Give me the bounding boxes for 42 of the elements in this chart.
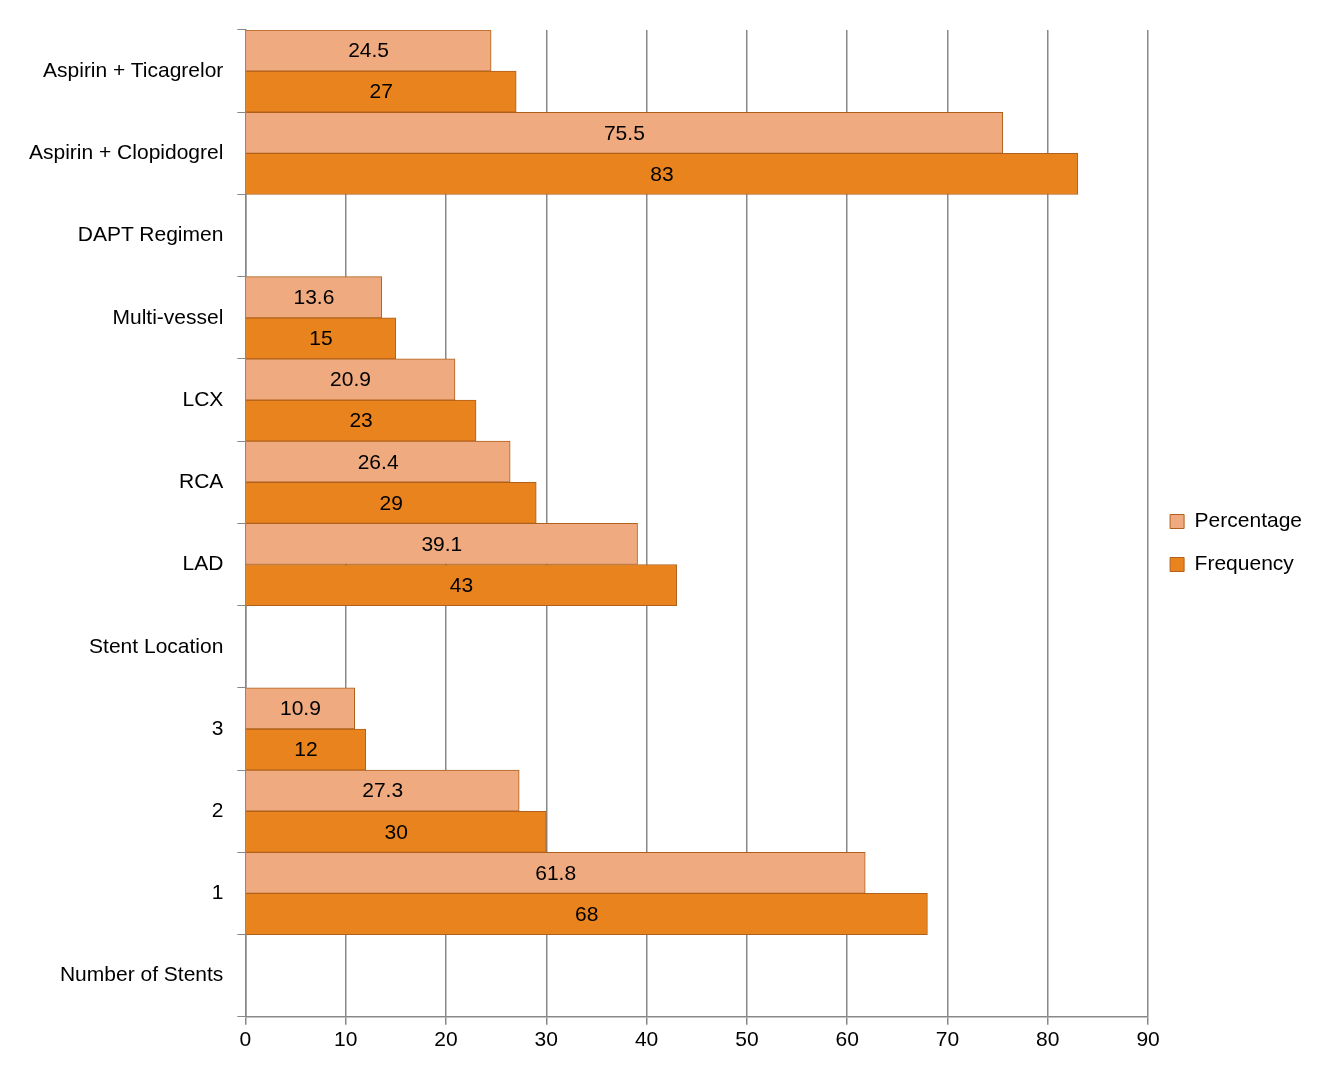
data-label: 75.5 (603, 120, 645, 144)
y-tick-label: RCA (179, 469, 224, 493)
data-label: 68 (575, 901, 599, 925)
x-tick-label: 60 (835, 1027, 859, 1051)
data-label: 12 (294, 737, 318, 761)
legend-label: Percentage (1194, 508, 1303, 532)
x-tick-label: 0 (239, 1027, 252, 1051)
legend-label: Frequency (1194, 551, 1295, 575)
y-tick-label: Stent Location (89, 633, 224, 657)
x-tick-label: 50 (735, 1027, 759, 1051)
y-tick-label: 2 (211, 798, 224, 822)
data-label: 61.8 (535, 860, 577, 884)
y-tick-label: LAD (182, 551, 224, 575)
data-label: 20.9 (330, 367, 371, 391)
x-tick-label: 40 (634, 1027, 659, 1051)
y-tick-label: 1 (211, 880, 224, 904)
data-label: 43 (449, 572, 474, 596)
x-tick-label: 10 (333, 1027, 358, 1051)
data-label: 83 (650, 161, 674, 185)
data-label: 24.5 (348, 38, 390, 62)
data-label: 13.6 (293, 285, 335, 309)
x-tick-label: 90 (1136, 1027, 1160, 1051)
data-label: 23 (349, 408, 373, 432)
y-tick-label: DAPT Regimen (77, 222, 224, 246)
x-tick-label: 30 (534, 1027, 558, 1051)
x-tick-label: 70 (935, 1027, 960, 1051)
y-tick-label: Number of Stents (59, 962, 224, 986)
data-label: 29 (379, 490, 403, 514)
x-tick-label: 80 (1036, 1027, 1060, 1051)
data-label: 39.1 (421, 531, 463, 555)
data-label: 30 (384, 819, 408, 843)
y-tick-label: Aspirin + Clopidogrel (28, 140, 224, 164)
y-tick-label: LCX (182, 386, 224, 410)
x-tick-label: 20 (434, 1027, 458, 1051)
data-label: 27 (369, 79, 393, 103)
data-label: 27.3 (362, 778, 404, 802)
y-tick-label: Multi-vessel (112, 304, 224, 328)
data-label: 26.4 (357, 449, 399, 473)
y-tick-label: 3 (211, 715, 224, 739)
data-label: 10.9 (279, 696, 321, 720)
data-label: 15 (309, 326, 333, 350)
y-tick-label: Aspirin + Ticagrelor (43, 57, 224, 81)
